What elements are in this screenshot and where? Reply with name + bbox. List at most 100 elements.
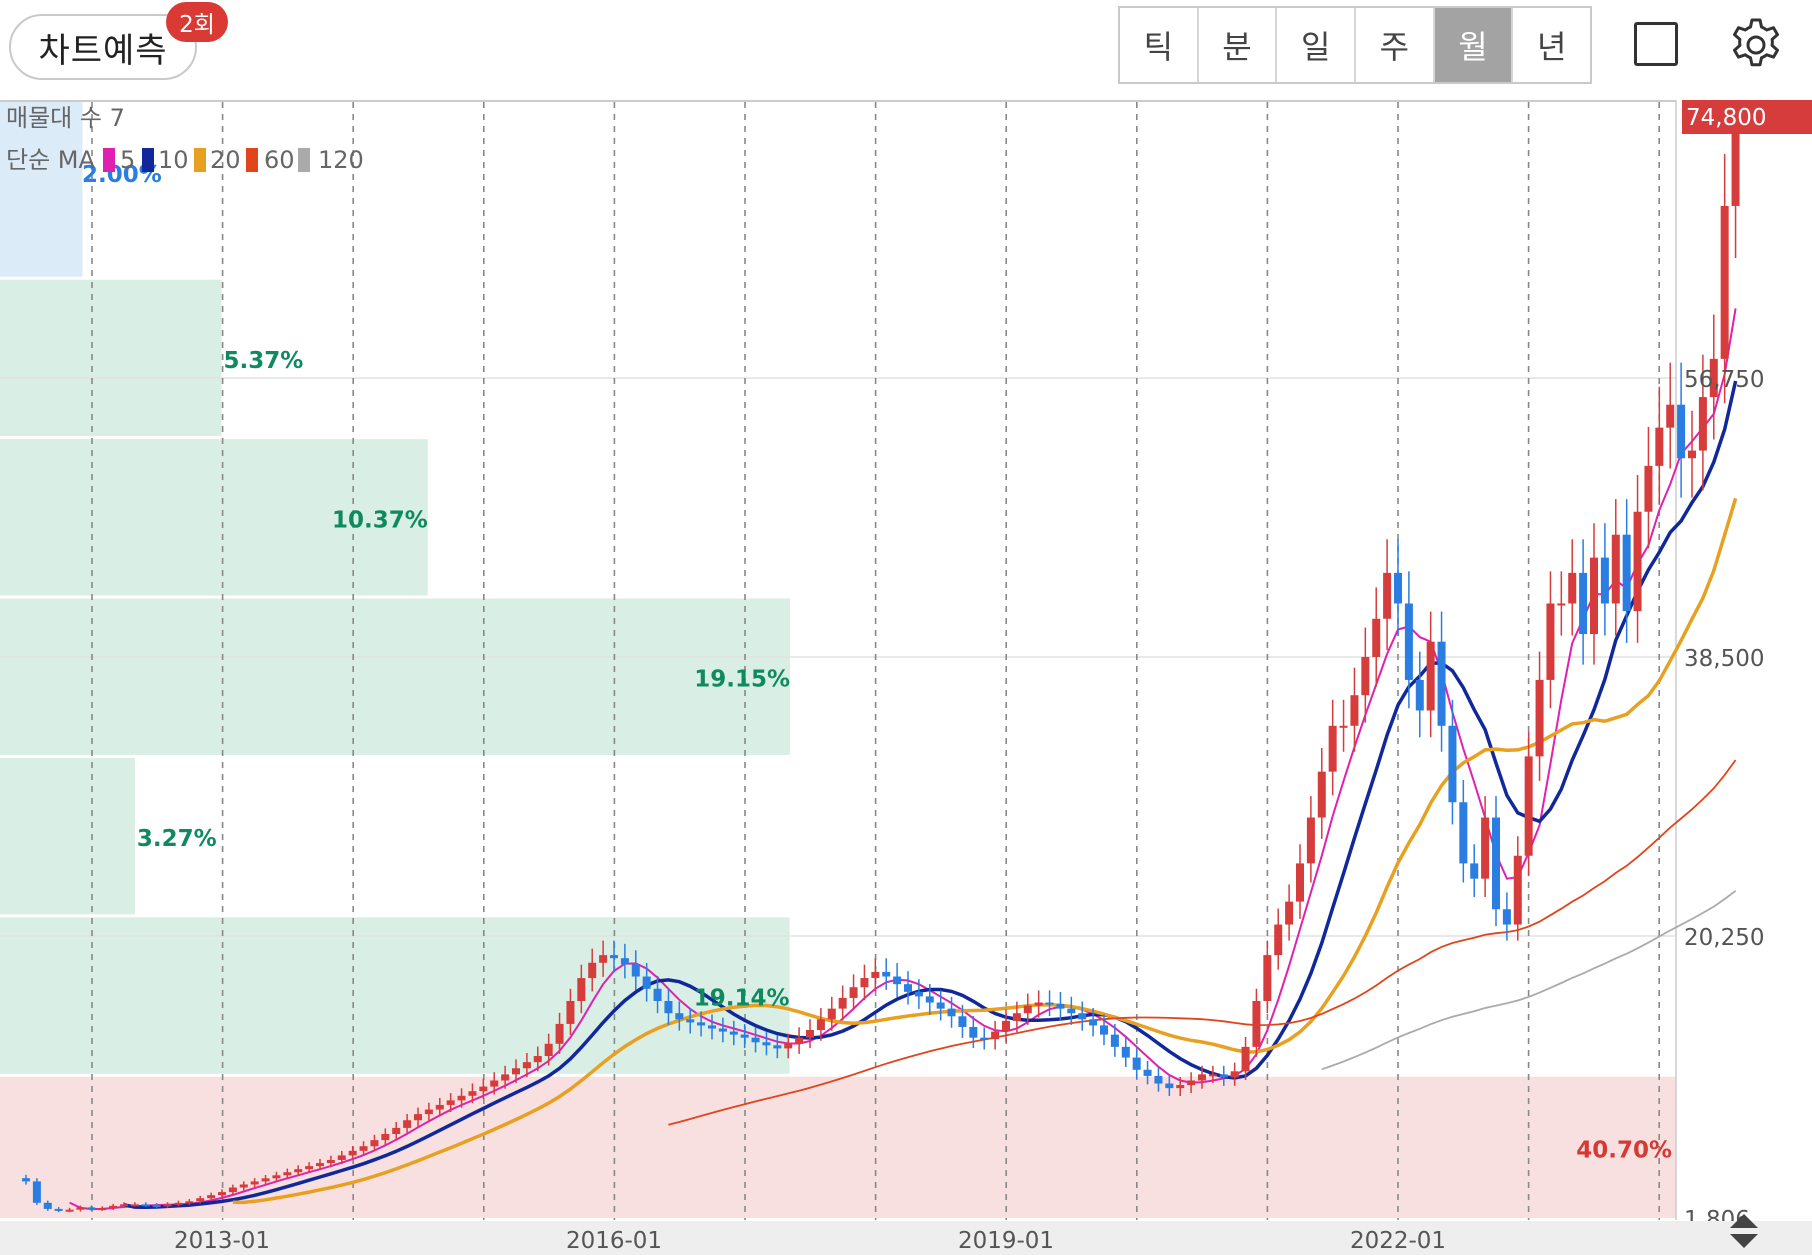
- candle-body: [849, 987, 858, 998]
- ma-legend-label: 단순 MA: [6, 146, 95, 174]
- candle-body: [664, 1000, 673, 1014]
- profile-band-0: [0, 102, 83, 277]
- candle-body: [1633, 511, 1642, 612]
- candle-body: [120, 1204, 128, 1207]
- volume-profile-title: 매물대 수 7: [6, 104, 125, 132]
- ma120-line: [1321, 890, 1737, 1071]
- candle-body: [501, 1074, 510, 1081]
- candle-body: [22, 1178, 30, 1182]
- ma20-swatch: [194, 148, 206, 172]
- candle-body: [1426, 641, 1435, 711]
- candle-body: [163, 1204, 172, 1207]
- candles: [22, 100, 1740, 1213]
- candle-body: [1459, 802, 1468, 864]
- candle-body: [588, 962, 597, 979]
- candle-body: [860, 978, 869, 988]
- candle-body: [1002, 1020, 1010, 1032]
- tab-minute[interactable]: 분: [1199, 8, 1278, 82]
- tab-tick[interactable]: 틱: [1120, 8, 1199, 82]
- candle-body: [631, 964, 640, 977]
- candle-body: [1121, 1046, 1130, 1058]
- candle-body: [773, 1045, 782, 1049]
- candle-body: [947, 1008, 956, 1017]
- candle-body: [577, 978, 586, 1001]
- ma20-legend: 20: [210, 146, 241, 174]
- gear-icon[interactable]: [1728, 17, 1784, 73]
- candle-body: [1154, 1075, 1163, 1084]
- candle-body: [1709, 358, 1718, 398]
- ma-legend: 단순 MA 5 10 20 60 120: [6, 146, 364, 174]
- candle-body: [958, 1016, 967, 1027]
- candle-body: [1045, 1002, 1054, 1005]
- candle-body: [239, 1184, 248, 1188]
- candle-body: [1034, 1002, 1043, 1006]
- candle-body: [1350, 695, 1359, 726]
- candle-body: [1198, 1074, 1206, 1081]
- candle-body: [914, 991, 923, 997]
- candle-body: [1481, 817, 1490, 879]
- grid: [0, 100, 1677, 1220]
- ma60-line: [668, 759, 1737, 1126]
- candle-body: [1230, 1071, 1239, 1078]
- candle-body: [43, 1202, 52, 1209]
- candle-body: [1187, 1080, 1196, 1086]
- candle-body: [555, 1023, 564, 1044]
- candle-body: [130, 1204, 139, 1207]
- candle-body: [196, 1198, 205, 1202]
- candle-body: [1143, 1069, 1152, 1076]
- candle-body: [675, 1013, 684, 1020]
- profile-label-2: 10.37%: [332, 507, 428, 533]
- candle-body: [936, 1002, 945, 1009]
- x-tick-label-1: 2016-01: [566, 1228, 662, 1254]
- candle-body: [697, 1022, 706, 1026]
- candle-body: [1306, 817, 1315, 864]
- candle-body: [1437, 641, 1446, 726]
- candle-body: [1644, 465, 1653, 512]
- candle-body: [969, 1026, 978, 1038]
- updown-arrow-icon[interactable]: [1730, 1214, 1758, 1248]
- candle-body: [1546, 603, 1555, 680]
- candle-body: [392, 1127, 401, 1135]
- candle-body: [1317, 771, 1326, 818]
- candle-body: [1023, 1005, 1032, 1014]
- ma5-swatch: [103, 148, 115, 172]
- candle-body: [337, 1155, 346, 1160]
- candle-body: [87, 1207, 96, 1210]
- tab-month[interactable]: 월: [1434, 8, 1514, 82]
- candle-body: [185, 1201, 194, 1204]
- volume-profile: [0, 102, 1676, 1218]
- candle-body: [1361, 656, 1370, 696]
- profile-label-4: 3.27%: [137, 826, 217, 852]
- y-tick-label-2: 38,500: [1684, 646, 1764, 672]
- candle-body: [991, 1031, 1000, 1040]
- square-icon[interactable]: [1634, 22, 1678, 66]
- price-chart[interactable]: 2.00%5.37%10.37%19.15%3.27%19.14%40.70% …: [0, 100, 1812, 1255]
- tab-day[interactable]: 일: [1277, 8, 1357, 82]
- chart-predict-button[interactable]: 차트예측: [9, 14, 197, 80]
- profile-label-5: 19.14%: [694, 986, 790, 1012]
- candle-body: [784, 1043, 793, 1049]
- candle-body: [305, 1166, 314, 1170]
- candle-body: [1328, 725, 1337, 772]
- candle-body: [1470, 863, 1479, 879]
- candle-body: [925, 996, 934, 1003]
- candle-body: [141, 1204, 150, 1207]
- tab-year[interactable]: 년: [1536, 28, 1567, 66]
- candle-body: [1252, 1000, 1261, 1047]
- period-tabs: 틱 분 일 주 월 년: [1118, 6, 1592, 84]
- y-tick-label-3: 20,250: [1684, 925, 1764, 951]
- candle-body: [1731, 129, 1740, 206]
- candle-body: [1263, 955, 1272, 1001]
- tab-week[interactable]: 주: [1356, 8, 1435, 82]
- candle-body: [708, 1025, 716, 1029]
- candle-body: [174, 1202, 183, 1205]
- candle-body: [294, 1169, 303, 1173]
- candle-body: [359, 1146, 368, 1151]
- ma5-legend: 5: [120, 146, 135, 174]
- candle-body: [228, 1187, 237, 1193]
- candle-body: [980, 1037, 989, 1040]
- candle-body: [838, 997, 847, 1009]
- candle-body: [827, 1008, 836, 1020]
- candle-body: [490, 1080, 499, 1087]
- ma60-swatch: [246, 148, 258, 172]
